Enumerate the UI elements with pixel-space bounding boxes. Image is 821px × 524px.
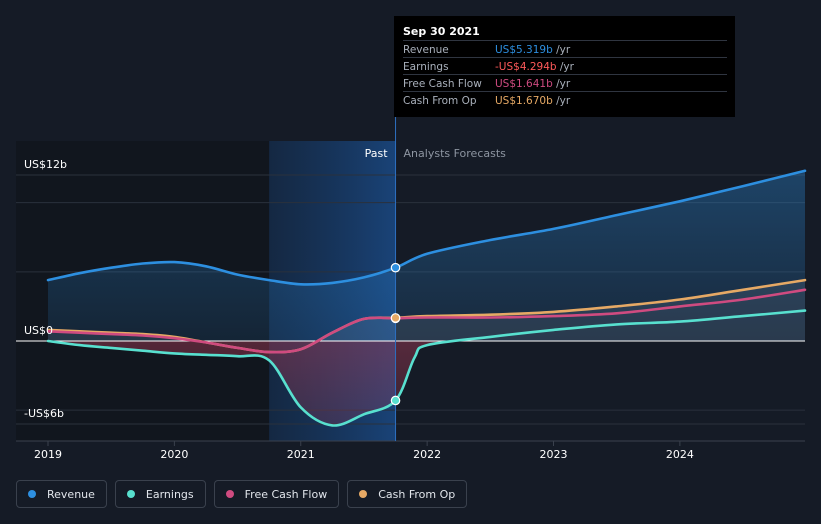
tooltip-value-revenue: US$5.319b /yr (495, 44, 571, 56)
free-cash-flow-line (46, 288, 807, 354)
earnings-marker (390, 395, 401, 406)
y-tick-label: US$12b (24, 158, 67, 171)
legend-dot-icon (225, 490, 234, 498)
tooltip-label: Cash From Op (403, 95, 477, 107)
cash-from-op-marker (390, 313, 401, 323)
financials-chart: US$12b US$0 -US$6b 2019 2020 2021 2022 2023 2024… (16, 117, 807, 461)
y-tick-label: -US$6b (24, 407, 64, 420)
earnings-line (46, 309, 807, 427)
tooltip-label: Revenue (403, 44, 449, 56)
y-tick-label: US$0 (24, 324, 53, 337)
legend-item-revenue[interactable]: Revenue (16, 480, 107, 508)
legend-item-cash-from-op[interactable]: Cash From Op (347, 480, 468, 508)
legend-dot-icon (359, 490, 368, 498)
x-tick-label: 2022 (413, 448, 441, 461)
x-tick-label: 2021 (287, 448, 315, 461)
tooltip-row-free-cash-flow: Free Cash Flow US$1.641b /yr (403, 74, 727, 92)
tooltip-value-cash-from-op: US$1.670b /yr (495, 95, 571, 107)
tooltip-row-revenue: Revenue US$5.319b /yr (403, 40, 727, 58)
tooltip-label: Earnings (403, 61, 449, 73)
tooltip-row-earnings: Earnings -US$4.294b /yr (403, 57, 727, 75)
tooltip-row-cash-from-op: Cash From Op US$1.670b /yr (403, 91, 727, 109)
legend-dot-icon (126, 490, 135, 498)
chart-legend: Revenue Earnings Free Cash Flow Cash Fro… (16, 480, 468, 508)
cash-positive-area (48, 280, 805, 341)
revenue-marker (390, 262, 401, 273)
tooltip-value-free-cash-flow: US$1.641b /yr (495, 78, 571, 90)
x-tick-label: 2020 (160, 448, 188, 461)
tooltip-value-earnings: -US$4.294b /yr (495, 61, 574, 73)
forecast-label: Analysts Forecasts (404, 147, 507, 160)
data-tooltip: Sep 30 2021 Revenue US$5.319b /yr Earnin… (394, 16, 735, 117)
legend-label: Revenue (47, 487, 95, 501)
x-tick-label: 2019 (34, 448, 62, 461)
x-tick-label: 2024 (666, 448, 694, 461)
legend-item-free-cash-flow[interactable]: Free Cash Flow (213, 480, 340, 508)
legend-dot-icon (28, 490, 36, 498)
legend-label: Free Cash Flow (244, 487, 328, 501)
x-tick-label: 2023 (540, 448, 568, 461)
legend-item-earnings[interactable]: Earnings (114, 480, 206, 508)
legend-label: Earnings (145, 487, 194, 501)
revenue-line (46, 169, 807, 286)
tooltip-label: Free Cash Flow (403, 78, 482, 90)
legend-label: Cash From Op (378, 487, 456, 501)
past-label: Past (365, 147, 389, 160)
tooltip-date: Sep 30 2021 (403, 25, 480, 38)
revenue-area (48, 170, 805, 341)
